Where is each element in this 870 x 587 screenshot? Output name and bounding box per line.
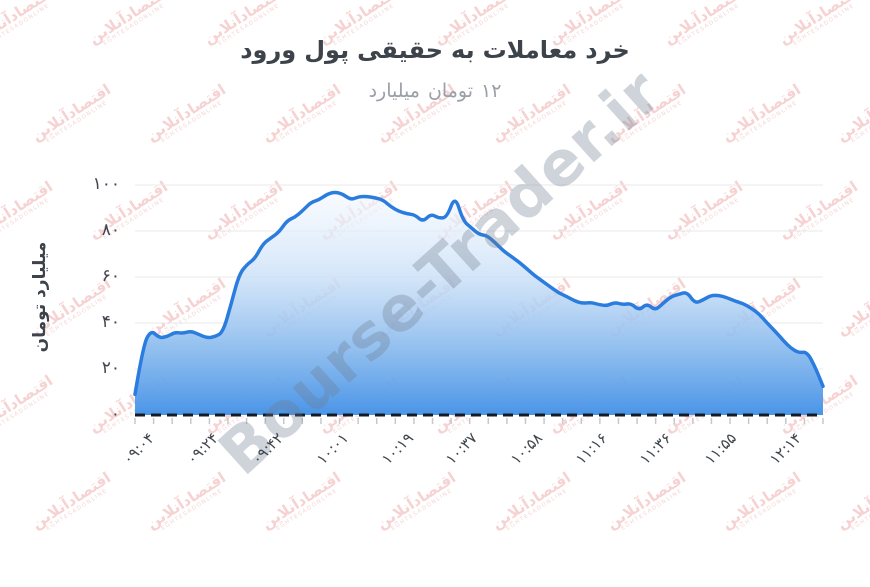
area-fill (135, 192, 823, 415)
word: به (451, 36, 475, 64)
series-line (133, 190, 825, 397)
word: معاملات (482, 36, 578, 64)
chart-title: ورود پول حقیقی به معاملات خرد (0, 36, 870, 64)
word: حقیقی (357, 36, 444, 64)
word: ۱۲ (480, 80, 502, 102)
word: خرد (585, 36, 630, 64)
word: ورود (240, 36, 297, 64)
word: میلیارد (368, 80, 420, 102)
word: پول (304, 36, 350, 64)
y-axis-title: میلیارد تومان (30, 241, 50, 353)
word: تومان (427, 80, 473, 102)
chart-subtitle: میلیارد تومان ۱۲ (0, 80, 870, 102)
chart-header: ورود پول حقیقی به معاملات خرد میلیارد تومان ۱۲ (0, 36, 870, 102)
